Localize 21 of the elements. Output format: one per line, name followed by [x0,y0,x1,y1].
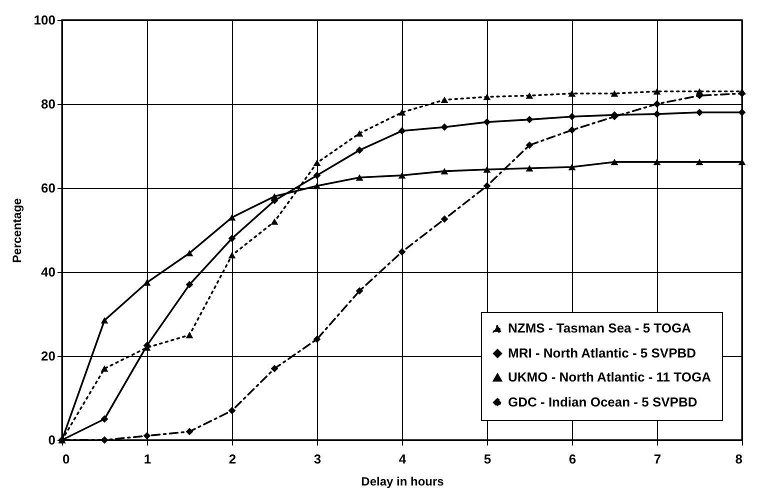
legend-label: UKMO - North Atlantic - 11 TOGA [508,370,712,384]
y-tick-label: 100 [34,12,56,28]
x-tick-label: 7 [654,452,662,466]
y-tick-label: 40 [41,264,56,280]
x-tick-label: 3 [314,452,322,466]
x-axis-title: Delay in hours [361,474,444,488]
y-tick-label: 0 [48,432,56,448]
x-tick-label: 0 [62,452,70,466]
y-tick-label: 20 [41,348,56,364]
y-tick-label: 80 [41,96,56,112]
x-tick-label: 5 [484,452,492,466]
x-tick-label: 1 [144,452,152,466]
y-axis-title: Percentage [10,198,24,263]
x-tick-label: 6 [568,452,576,466]
x-tick-label: 4 [398,452,407,466]
x-tick-label: 8 [735,452,742,466]
x-tick-label: 2 [228,452,236,466]
legend-label: NZMS - Tasman Sea - 5 TOGA [508,320,692,336]
y-tick-label: 60 [41,180,56,196]
legend-label: MRI - North Atlantic - 5 SVPBD [508,346,696,360]
legend-label: GDC - Indian Ocean - 5 SVPBD [508,394,698,410]
